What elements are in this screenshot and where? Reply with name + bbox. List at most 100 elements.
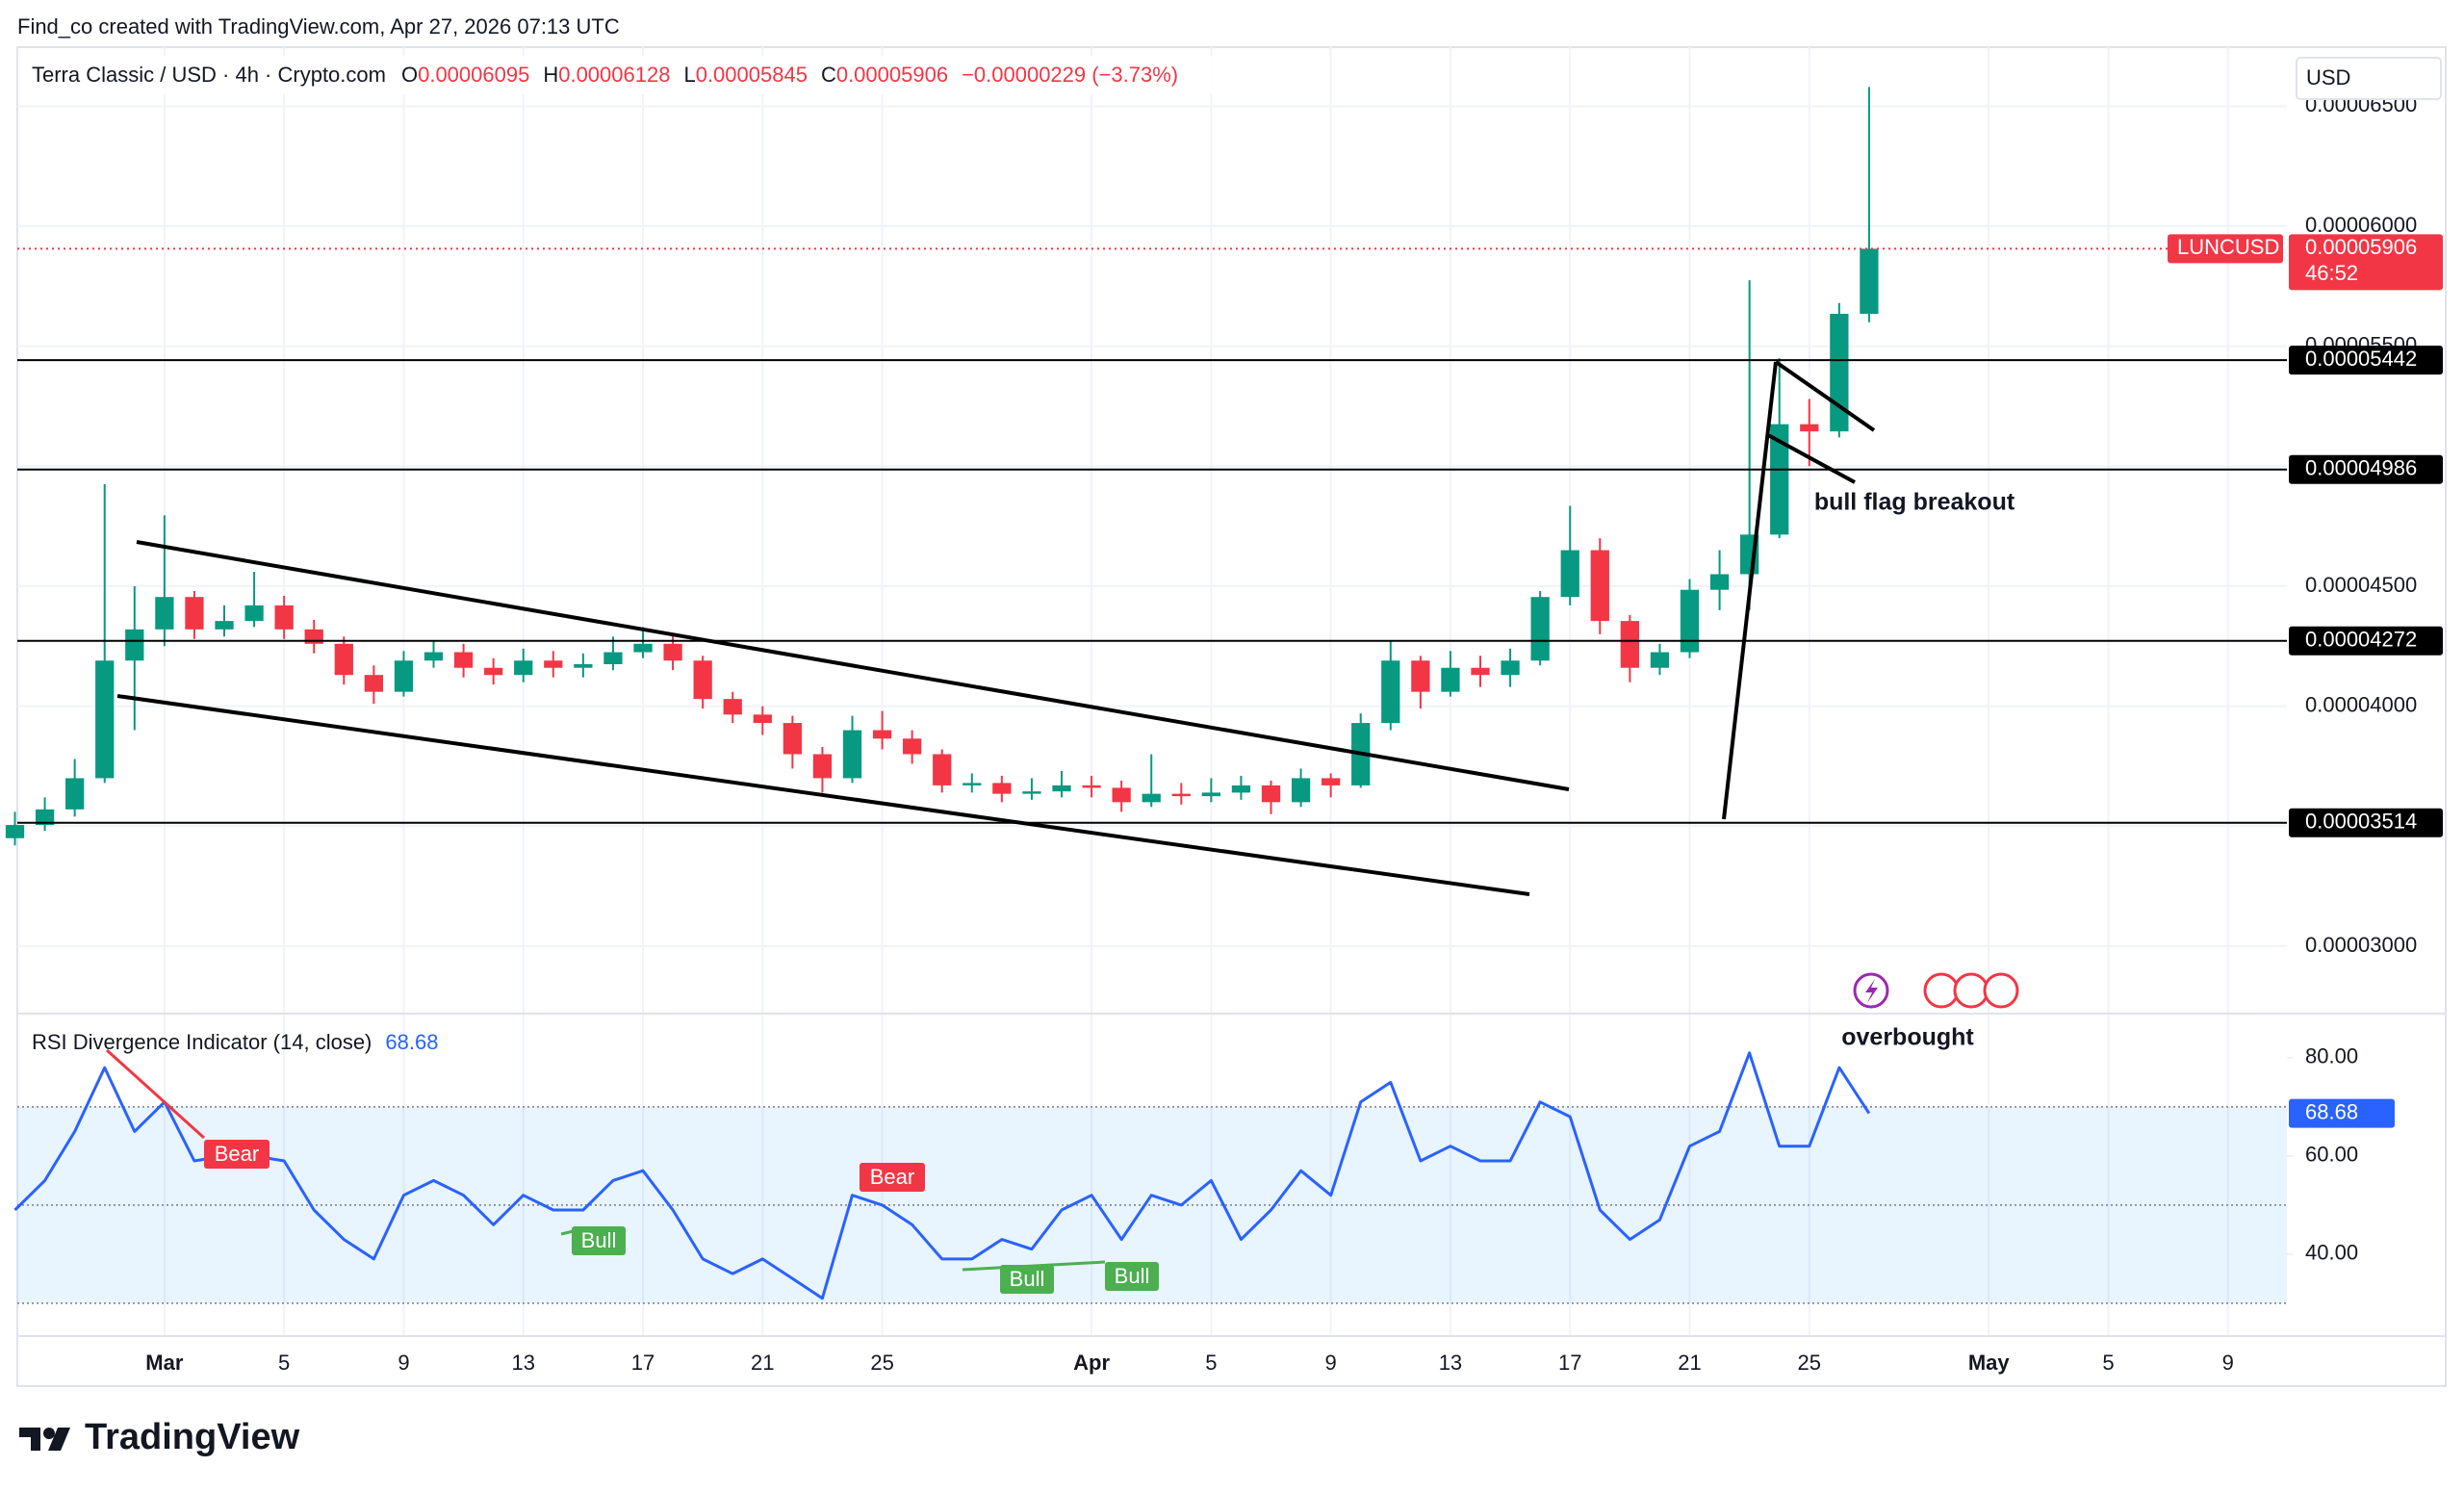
currency[interactable]: USD (2306, 65, 2350, 90)
candle-body (903, 738, 922, 755)
legend-change: −0.00000229 (−3.73%) (962, 63, 1178, 87)
candle-body (1022, 791, 1041, 794)
candle-body (633, 643, 653, 653)
bear-label: Bear (215, 1142, 259, 1166)
candle-body (484, 667, 503, 676)
flag-lower (1767, 433, 1856, 484)
candle-body (1471, 667, 1490, 676)
x-tick-label: 5 (1205, 1351, 1217, 1375)
legend-key: H (543, 63, 558, 87)
candle-body (1052, 785, 1071, 792)
countdown: 46:52 (2305, 261, 2358, 285)
candle-body (1770, 424, 1789, 535)
candle-body (334, 643, 353, 676)
candle-body (1082, 785, 1101, 788)
bull-tag (1000, 1265, 1054, 1294)
channel-upper (136, 540, 1570, 791)
bear-tag (204, 1140, 270, 1169)
rsi-legend-value: 68.68 (385, 1030, 438, 1054)
last-price-tag (2289, 234, 2443, 291)
brand: TradingView (85, 1417, 300, 1457)
legend-key: C (821, 63, 836, 87)
bear-label: Bear (870, 1165, 914, 1189)
candle-body (394, 660, 414, 692)
annotation: overbought (1841, 1024, 1974, 1051)
event-icons (1853, 972, 2019, 1009)
bull-label: Bull (1115, 1264, 1150, 1288)
candle-body (574, 663, 593, 668)
x-tick-label: 9 (1325, 1351, 1337, 1375)
flag-icon (1953, 972, 1989, 1009)
candle-body (364, 675, 384, 692)
logo: TradingView (19, 1417, 300, 1457)
candle-body (125, 629, 144, 661)
level-label: 0.00004986 (2305, 456, 2417, 480)
legend-value: 0.00006128 (558, 63, 670, 87)
candle-body (1441, 667, 1460, 692)
y-tick-label: 0.00004500 (2305, 573, 2417, 597)
bull-label: Bull (1010, 1267, 1045, 1291)
y-tick-label: 80.00 (2305, 1044, 2358, 1068)
candle-body (663, 643, 682, 661)
candle-body (783, 723, 802, 755)
x-tick-label: May (1968, 1351, 2011, 1375)
candle-body (1620, 621, 1639, 668)
candle-body (185, 597, 204, 630)
candle-body (962, 783, 982, 785)
last-price-label: 0.00005906 (2305, 235, 2417, 259)
level-tag (2289, 626, 2443, 656)
candle-body (544, 660, 563, 668)
candle-body (992, 783, 1012, 794)
x-tick-label: 13 (511, 1351, 534, 1375)
candle-body (244, 605, 264, 622)
symbol-label: LUNCUSD (2177, 235, 2279, 259)
x-tick-label: 9 (2222, 1351, 2234, 1375)
x-tick-label: 17 (631, 1351, 654, 1375)
logo-mark (19, 1428, 40, 1451)
level-label: 0.00003514 (2305, 810, 2417, 834)
legend-value: 0.00006095 (418, 63, 529, 87)
level-label: 0.00005442 (2305, 347, 2417, 371)
x-tick-label: 5 (278, 1351, 290, 1375)
candle-body (1590, 550, 1609, 622)
y-tick-label: 40.00 (2305, 1241, 2358, 1265)
candle-body (1231, 785, 1251, 793)
candle-body (842, 730, 862, 779)
rsi-title: RSI Divergence Indicator (14, close) (32, 1030, 372, 1054)
level-tag (2289, 808, 2443, 837)
candle-body (723, 699, 742, 715)
y-tick-label: 60.00 (2305, 1143, 2358, 1167)
x-tick-label: 21 (751, 1351, 774, 1375)
candle-body (1860, 248, 1879, 314)
legend-key: L (683, 63, 695, 87)
candle-body (1201, 792, 1220, 797)
drawings (116, 360, 1876, 896)
rsi-tag (2289, 1098, 2395, 1128)
y-tick-label: 0.00004000 (2305, 692, 2417, 716)
legend-value: 0.00005906 (836, 63, 948, 87)
x-tick-label: 25 (870, 1351, 893, 1375)
level-tag (2289, 346, 2443, 375)
symbol-tag (2168, 234, 2283, 264)
candle-body (1381, 660, 1400, 724)
credit: Find_co created with TradingView.com, Ap… (17, 14, 620, 39)
frame (16, 46, 2447, 1387)
rsi-line (13, 1051, 1871, 1300)
legend-value: 0.00005845 (696, 63, 808, 87)
candle-body (812, 754, 833, 779)
currency-button[interactable] (2296, 57, 2442, 100)
candle-body (1709, 574, 1730, 590)
level-tag (2289, 454, 2443, 484)
candle-body (1171, 793, 1191, 797)
logo-mark (43, 1428, 55, 1439)
channel-lower (116, 694, 1530, 896)
legend-bg (19, 56, 1270, 94)
logo-mark (48, 1428, 70, 1451)
candle-body (1830, 313, 1849, 432)
candle-body (65, 778, 85, 810)
divergences: Bear Bear Bull Bull Bull (105, 1048, 1159, 1294)
candle-body (1112, 787, 1131, 803)
rsi-value-label: 68.68 (2305, 1099, 2358, 1123)
